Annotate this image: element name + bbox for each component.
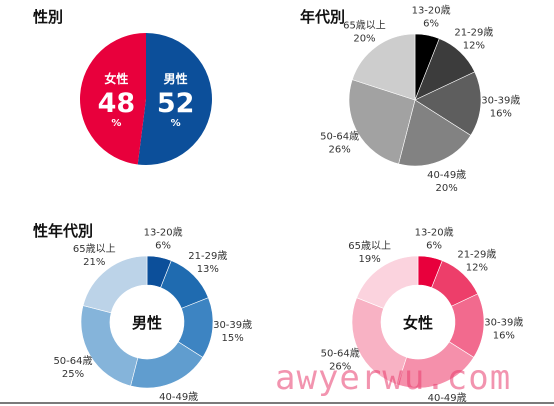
age-slice-2 (414, 71, 482, 136)
bottom-divider (0, 402, 554, 404)
female-age-value-label-1: 12% (466, 262, 488, 273)
male-age-category-label-4: 50-64歳 (53, 355, 92, 367)
age-value-label-4: 26% (329, 144, 351, 155)
female-age-value-label-0: 6% (426, 241, 442, 252)
female-age-center-label: 女性 (403, 314, 433, 332)
male-age-category-label-2: 30-39歳 (213, 319, 252, 331)
male-age-slice-5 (82, 255, 148, 314)
age-category-label-4: 50-64歳 (320, 130, 359, 142)
age-category-label-3: 40-49歳 (427, 169, 466, 181)
female-age-value-label-5: 19% (359, 254, 381, 265)
male-age-category-label-0: 13-20歳 (144, 227, 183, 239)
age-category-label-2: 30-39歳 (481, 94, 520, 106)
gender-title: 性別 (33, 8, 64, 26)
age-slice-3 (398, 99, 472, 167)
male-age-value-label-5: 21% (83, 257, 105, 268)
male-age-category-label-3: 40-49歳 (159, 391, 198, 403)
age-value-label-0: 6% (423, 19, 439, 30)
male-age-value-label-1: 13% (197, 264, 219, 275)
female-age-value-label-2: 16% (493, 330, 515, 341)
female-age-value-label-4: 26% (329, 362, 351, 373)
gender-category-label-0: 男性 (164, 71, 188, 86)
gender-value-label-1: 48 (98, 88, 136, 119)
male-age-value-label-0: 6% (155, 241, 171, 252)
gender-value-label-0: 52 (157, 88, 195, 119)
female-age-category-label-5: 65歳以上 (348, 240, 391, 252)
female-age-category-label-0: 13-20歳 (415, 227, 454, 239)
gender-unit-label-1: % (111, 118, 121, 129)
male-age-value-label-4: 25% (62, 369, 84, 380)
watermark: awyerwu.com (275, 358, 512, 398)
male-age-category-label-5: 65歳以上 (73, 243, 116, 255)
male-age-slice-4 (80, 305, 139, 387)
male-age-value-label-3: 20% (168, 405, 190, 406)
age-category-label-5: 65歳以上 (343, 19, 386, 31)
gender-category-label-1: 女性 (104, 71, 128, 86)
age-title: 年代別 (300, 8, 346, 26)
male-age-value-label-2: 15% (222, 333, 244, 344)
male-age-center-label: 男性 (132, 314, 162, 332)
age-value-label-1: 12% (463, 40, 485, 51)
age-slice-4 (348, 79, 416, 165)
gender-slice-0 (137, 33, 212, 165)
female-age-category-label-2: 30-39歳 (484, 316, 523, 328)
age-slice-5 (351, 33, 416, 101)
age-value-label-3: 20% (436, 183, 458, 194)
female-age-category-label-1: 21-29歳 (457, 248, 496, 260)
age-category-label-0: 13-20歳 (412, 5, 451, 17)
male-age-category-label-1: 21-29歳 (188, 250, 227, 262)
gender-age-title: 性年代別 (33, 222, 94, 240)
gender-slice-1 (79, 33, 146, 165)
female-age-category-label-4: 50-64歳 (321, 348, 360, 360)
female-age-slice-5 (356, 255, 419, 309)
female-age-category-label-3: 40-49歳 (428, 392, 467, 404)
age-value-label-5: 20% (353, 33, 375, 44)
age-category-label-1: 21-29歳 (454, 26, 493, 38)
gender-unit-label-0: % (171, 118, 181, 129)
age-value-label-2: 16% (490, 108, 512, 119)
